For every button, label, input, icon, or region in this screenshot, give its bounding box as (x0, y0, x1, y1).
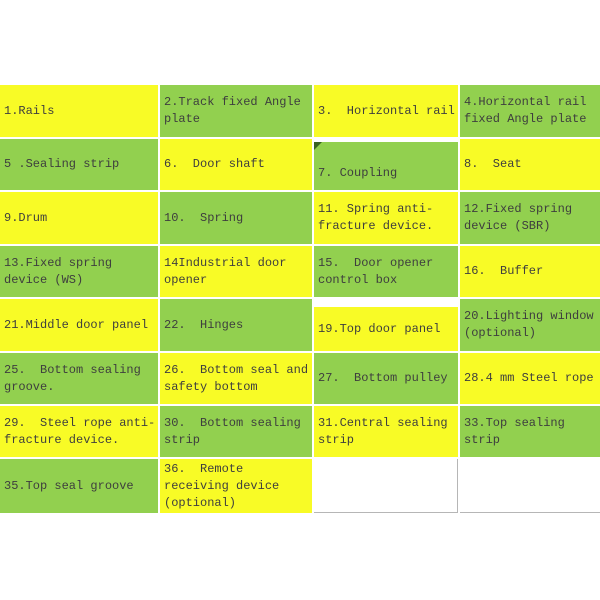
cell-label: 8. Seat (464, 157, 522, 171)
cell-14: 14Industrial door opener (160, 246, 312, 297)
cell-label: 15. Door opener control box (318, 255, 434, 287)
cell-fill: 10. Spring (160, 192, 312, 244)
cell-31: 31.Central sealing strip (314, 406, 458, 457)
cell-label: 11. Spring anti- fracture device. (318, 202, 434, 233)
cell-36: 36. Remote receiving device (optional) (160, 459, 312, 513)
cell-fill: 4.Horizontal rail fixed Angle plate (460, 85, 600, 137)
cell-fill: 35.Top seal groove (0, 459, 158, 513)
cell-fill: 15. Door opener control box (314, 246, 458, 297)
cell-label: 21.Middle door panel (4, 317, 149, 332)
cell-fill: 7. Coupling (314, 142, 458, 190)
cell-label: 33.Top sealing strip (464, 415, 565, 447)
empty-cell-fill (314, 459, 457, 512)
cell-label: 25. Bottom sealing groove. (4, 362, 141, 394)
cell-20: 20.Lighting window (optional) (460, 299, 600, 351)
cell-10: 10. Spring (160, 192, 312, 244)
cell-label: 16. Buffer (464, 264, 544, 278)
cell-label: 14Industrial door opener (164, 255, 287, 287)
cell-fill: 29. Steel rope anti- fracture device. (0, 406, 158, 457)
cell-fill: 5 .Sealing strip (0, 139, 158, 190)
cell-fill: 3. Horizontal rail (314, 85, 458, 137)
cell-fill: 21.Middle door panel (0, 299, 158, 351)
cell-fill: 31.Central sealing strip (314, 406, 458, 457)
cell-label: 4.Horizontal rail fixed Angle plate (464, 95, 587, 126)
cell-fill: 19.Top door panel (314, 307, 458, 351)
cell-12: 12.Fixed spring device (SBR) (460, 192, 600, 244)
cell-26: 26. Bottom seal and safety bottom (160, 353, 312, 404)
cell-label: 19.Top door panel (318, 321, 441, 336)
empty-cell-fill (460, 459, 600, 512)
empty-cell (314, 459, 458, 513)
cell-label: 7. Coupling (318, 166, 398, 180)
cell-11: 11. Spring anti- fracture device. (314, 192, 458, 244)
cell-label: 3. Horizontal rail (318, 103, 455, 118)
cell-5: 5 .Sealing strip (0, 139, 158, 190)
cell-19: 19.Top door panel (314, 299, 458, 351)
cell-35: 35.Top seal groove (0, 459, 158, 513)
cell-fill: 13.Fixed spring device (WS) (0, 246, 158, 297)
cell-21: 21.Middle door panel (0, 299, 158, 351)
cell-30: 30. Bottom sealing strip (160, 406, 312, 457)
cell-27: 27. Bottom pulley (314, 353, 458, 404)
cell-13: 13.Fixed spring device (WS) (0, 246, 158, 297)
cell-7: 7. Coupling (314, 139, 458, 190)
empty-cell (460, 459, 600, 513)
cell-25: 25. Bottom sealing groove. (0, 353, 158, 404)
cell-label: 27. Bottom pulley (318, 371, 448, 385)
cell-fill: 28.4 mm Steel rope (460, 353, 600, 404)
cell-label: 5 .Sealing strip (4, 157, 120, 171)
cell-label: 35.Top seal groove (4, 478, 134, 493)
cell-label: 20.Lighting window (optional) (464, 309, 594, 340)
cell-4: 4.Horizontal rail fixed Angle plate (460, 85, 600, 137)
cell-fill: 33.Top sealing strip (460, 406, 600, 457)
cell-22: 22. Hinges (160, 299, 312, 351)
cell-fill: 20.Lighting window (optional) (460, 299, 600, 351)
cell-label: 13.Fixed spring device (WS) (4, 255, 113, 287)
cell-label: 30. Bottom sealing strip (164, 415, 301, 447)
cell-fill: 36. Remote receiving device (optional) (160, 459, 312, 513)
cell-fill: 12.Fixed spring device (SBR) (460, 192, 600, 244)
cell-29: 29. Steel rope anti- fracture device. (0, 406, 158, 457)
cell-fill: 2.Track fixed Angle plate (160, 85, 312, 137)
cell-fill: 27. Bottom pulley (314, 353, 458, 404)
cell-label: 1.Rails (4, 103, 55, 118)
cell-fill: 26. Bottom seal and safety bottom (160, 353, 312, 404)
parts-legend-table: 1.Rails 2.Track fixed Angle plate 3. Horiz… (0, 85, 600, 513)
cell-fill: 9.Drum (0, 192, 158, 244)
corner-marker-icon (314, 142, 322, 150)
cell-fill: 11. Spring anti- fracture device. (314, 192, 458, 244)
cell-fill: 6. Door shaft (160, 139, 312, 190)
cell-16: 16. Buffer (460, 246, 600, 297)
cell-1: 1.Rails (0, 85, 158, 137)
cell-label: 12.Fixed spring device (SBR) (464, 202, 573, 233)
cell-fill: 30. Bottom sealing strip (160, 406, 312, 457)
cell-6: 6. Door shaft (160, 139, 312, 190)
cell-33: 33.Top sealing strip (460, 406, 600, 457)
cell-fill: 22. Hinges (160, 299, 312, 351)
cell-label: 28.4 mm Steel rope (464, 371, 594, 385)
cell-3: 3. Horizontal rail (314, 85, 458, 137)
cell-28: 28.4 mm Steel rope (460, 353, 600, 404)
cell-fill: 14Industrial door opener (160, 246, 312, 297)
cell-fill: 1.Rails (0, 85, 158, 137)
cell-label: 26. Bottom seal and safety bottom (164, 362, 309, 394)
cell-8: 8. Seat (460, 139, 600, 190)
cell-2: 2.Track fixed Angle plate (160, 85, 312, 137)
cell-label: 31.Central sealing strip (318, 415, 448, 447)
cell-label: 2.Track fixed Angle plate (164, 95, 301, 126)
cell-fill: 16. Buffer (460, 246, 600, 297)
cell-label: 22. Hinges (164, 317, 244, 332)
cell-label: 6. Door shaft (164, 157, 265, 171)
cell-label: 9.Drum (4, 210, 48, 225)
cell-label: 29. Steel rope anti- fracture device. (4, 415, 156, 447)
cell-label: 36. Remote receiving device (optional) (164, 461, 280, 510)
cell-fill: 25. Bottom sealing groove. (0, 353, 158, 404)
cell-15: 15. Door opener control box (314, 246, 458, 297)
cell-fill: 8. Seat (460, 139, 600, 190)
cell-9: 9.Drum (0, 192, 158, 244)
cell-label: 10. Spring (164, 210, 244, 225)
